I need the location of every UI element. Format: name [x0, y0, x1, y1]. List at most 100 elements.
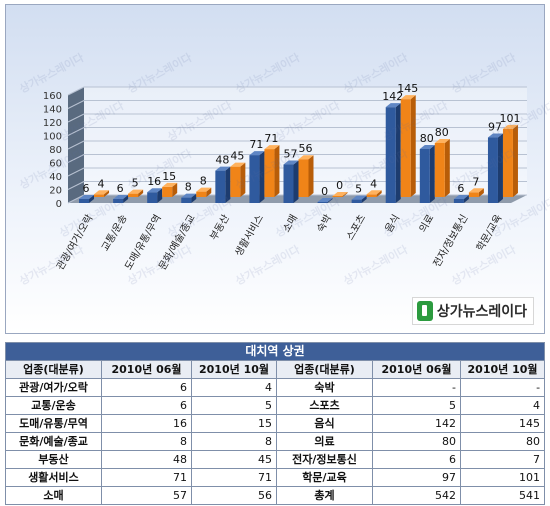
bar-side: [342, 192, 348, 197]
value-cell: 56: [191, 486, 277, 505]
data-label: 7: [472, 175, 479, 188]
gridline-side: [67, 113, 85, 123]
bar-side: [395, 103, 401, 203]
bar-top: [317, 198, 333, 202]
category-cell: 총계: [276, 486, 373, 505]
table-row: 생활서비스 71 71 학문/교육 97 101: [5, 468, 546, 487]
value-cell: 5: [191, 396, 277, 415]
bar-top: [94, 190, 110, 195]
bar-top: [113, 194, 129, 199]
y-tick-label: 80: [49, 145, 62, 156]
bar-side: [240, 162, 246, 197]
bar-top: [453, 194, 469, 199]
bar-top: [502, 124, 518, 129]
data-label: 6: [457, 182, 464, 195]
bar: [468, 192, 479, 197]
y-tick-label: 140: [43, 105, 62, 116]
bar-top: [249, 151, 265, 156]
y-tick-label: 160: [43, 91, 62, 102]
y-tick-label: 120: [43, 118, 62, 129]
bar-side: [410, 95, 416, 197]
bar-side: [123, 194, 129, 203]
value-cell: 80: [459, 432, 546, 451]
bar-side: [157, 188, 163, 203]
value-cell: 4: [459, 396, 546, 415]
bar-top: [351, 195, 367, 200]
bar-side: [138, 189, 144, 197]
data-label: 4: [98, 177, 105, 190]
bar: [351, 199, 362, 203]
bar-side: [293, 160, 299, 203]
bar-side: [327, 198, 333, 203]
y-tick-label: 60: [49, 159, 62, 170]
bar-side: [497, 133, 503, 203]
bar-side: [429, 145, 435, 203]
bar: [385, 107, 396, 203]
bar-top: [181, 193, 197, 198]
value-cell: 145: [459, 414, 546, 433]
bar-top: [298, 155, 314, 160]
table-header-row: 업종(대분류) 2010년 06월 2010년 10월 업종(대분류) 2010년 06…: [5, 360, 546, 379]
column-header: 업종(대분류): [276, 360, 373, 379]
x-tick-label: 숙박: [315, 213, 335, 235]
category-cell: 도매/유통/무역: [5, 414, 102, 433]
y-tick-label: 20: [49, 186, 62, 197]
data-label: 57: [284, 148, 298, 161]
x-tick-label: 학문/교육: [474, 213, 504, 254]
bar: [128, 193, 139, 197]
data-table: 대치역 상권 업종(대분류) 2010년 06월 2010년 10월 업종(대분류) 2…: [4, 342, 546, 505]
data-label: 80: [420, 132, 434, 145]
gridline-side: [67, 140, 85, 150]
bar-top: [434, 139, 450, 143]
logo-text: 상가뉴스레이다: [436, 304, 527, 320]
bar: [317, 202, 328, 203]
value-cell: 4: [191, 378, 277, 397]
x-tick-label: 음식: [383, 213, 403, 235]
table-row: 문화/예술/종교 8 8 의료 80 80: [5, 432, 546, 451]
bar-top: [79, 194, 95, 199]
x-tick-label: 생활서비스: [232, 212, 266, 258]
bar-top: [366, 190, 382, 195]
bar-side: [308, 155, 314, 197]
category-cell: 관광/여가/오락: [5, 378, 102, 397]
column-header: 2010년 10월: [191, 360, 277, 379]
bar: [94, 194, 105, 197]
data-label: 0: [336, 179, 343, 192]
data-label: 5: [132, 177, 139, 190]
column-header: 2010년 10월: [459, 360, 546, 379]
data-label: 0: [321, 185, 328, 198]
bar-side: [463, 194, 469, 203]
gridline-side: [67, 86, 85, 96]
data-label: 142: [382, 90, 403, 103]
bar: [113, 198, 124, 203]
value-cell: 97: [372, 468, 461, 487]
table-row: 도매/유통/무역 16 15 음식 142 145: [5, 414, 546, 433]
bar-top: [332, 192, 348, 196]
bar-side: [274, 145, 280, 197]
bar-top: [385, 103, 401, 108]
bar: [419, 149, 430, 203]
value-cell: -: [459, 378, 546, 397]
category-cell: 소매: [5, 486, 102, 505]
x-tick-label: 도매/유통/무역: [122, 213, 163, 273]
data-label: 71: [264, 132, 278, 145]
value-cell: 541: [459, 486, 546, 505]
category-cell: 스포츠: [276, 396, 373, 415]
bar-top: [419, 145, 435, 149]
logo-icon: [416, 301, 433, 321]
bar-top: [230, 162, 246, 167]
value-cell: 5: [372, 396, 461, 415]
bar: [332, 196, 343, 197]
x-tick-label: 관광/여가/오락: [54, 213, 95, 273]
bar-side: [259, 151, 265, 203]
value-cell: 6: [372, 450, 461, 469]
value-cell: 80: [372, 432, 461, 451]
data-label: 145: [397, 82, 418, 95]
gridline-side: [67, 154, 85, 163]
value-cell: 15: [191, 414, 277, 433]
bar-top: [264, 145, 280, 150]
value-cell: 101: [459, 468, 546, 487]
column-header: 2010년 06월: [101, 360, 192, 379]
bar-side: [225, 166, 231, 203]
